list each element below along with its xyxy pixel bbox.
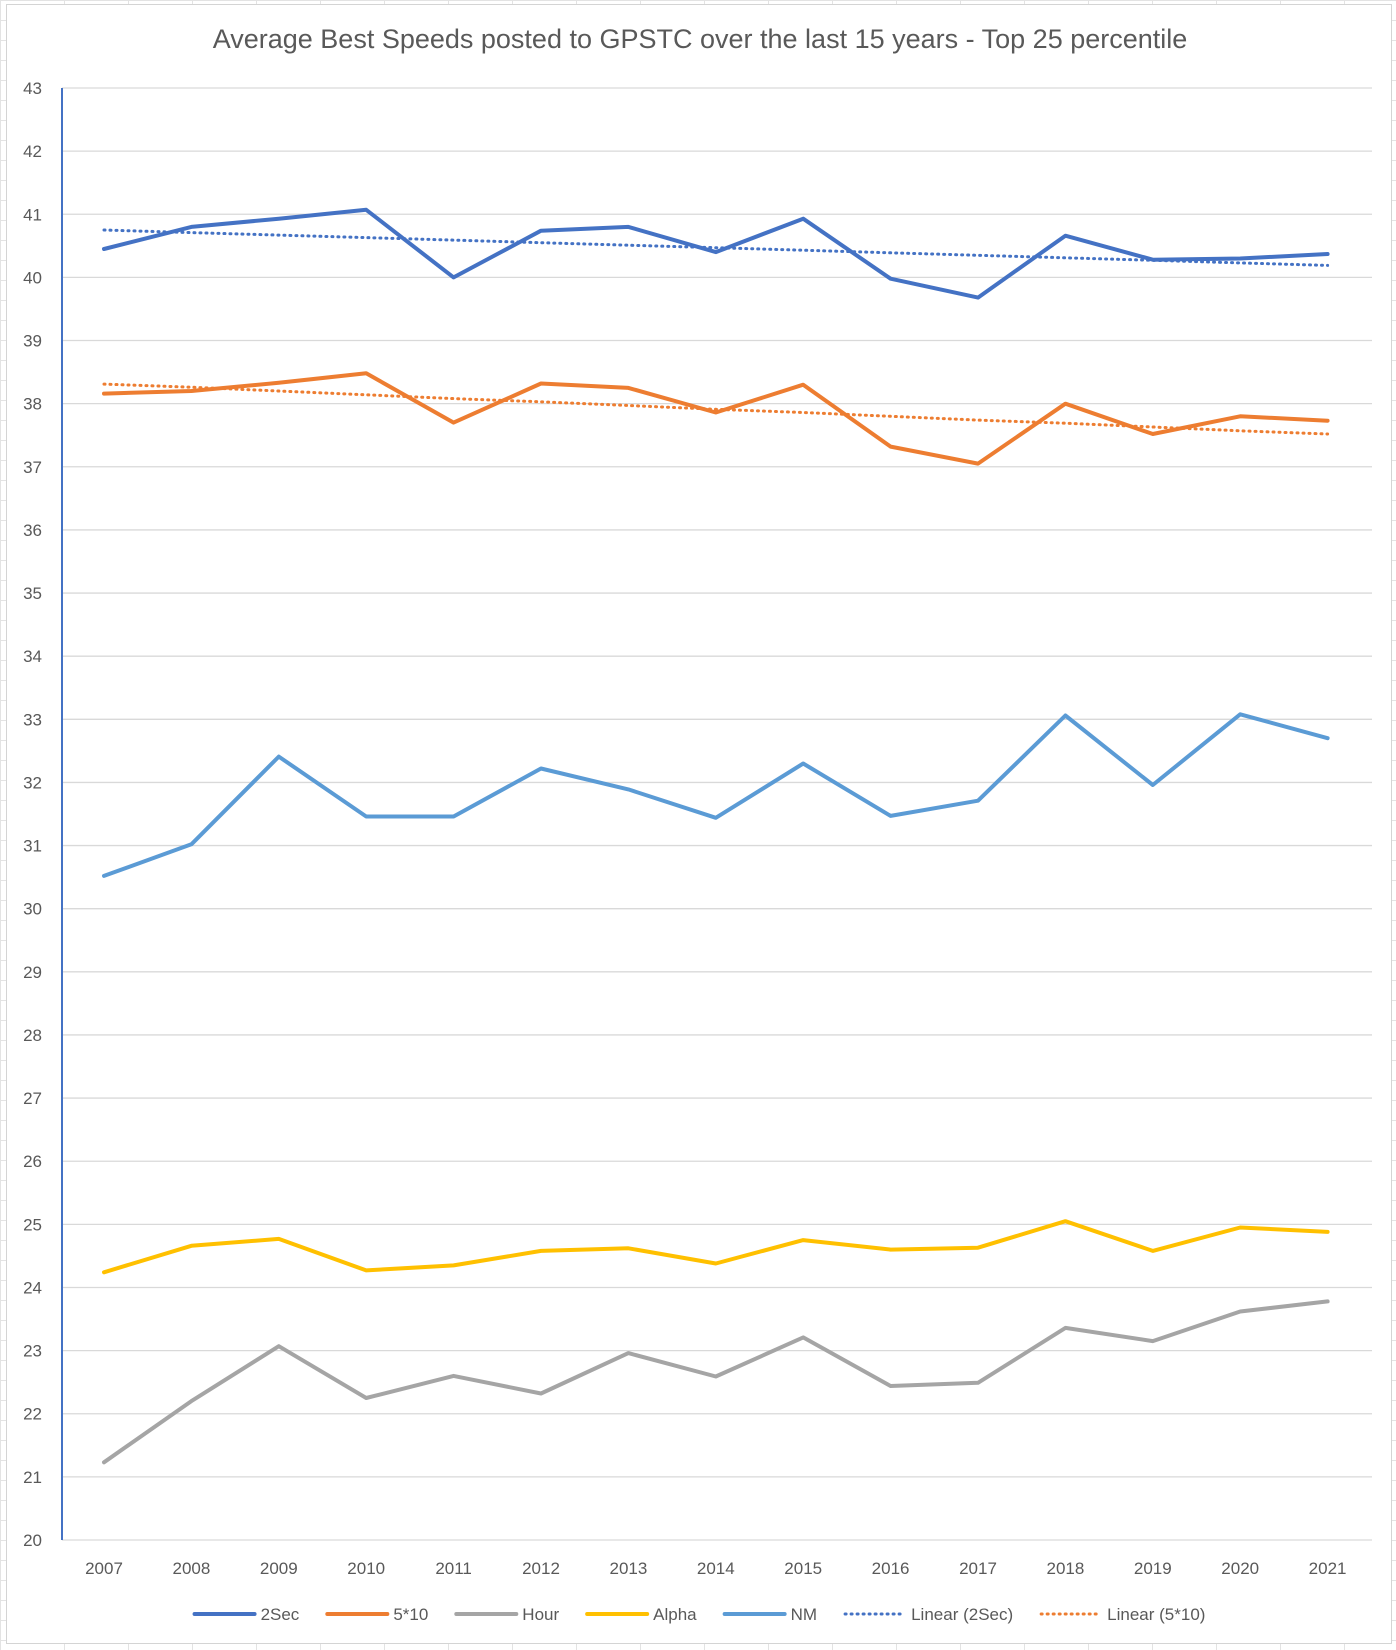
y-tick-label: 40	[23, 268, 42, 287]
y-tick-label: 32	[23, 773, 42, 792]
legend-label: 5*10	[393, 1605, 428, 1624]
legend-item-linear-2sec[interactable]: Linear (2Sec)	[843, 1605, 1013, 1624]
x-tick-label: 2014	[697, 1559, 735, 1578]
x-tick-label: 2011	[435, 1559, 472, 1578]
y-tick-label: 34	[23, 647, 42, 666]
y-tick-label: 21	[23, 1468, 42, 1487]
x-tick-label: 2019	[1134, 1559, 1172, 1578]
series-line-2sec[interactable]	[102, 207, 1330, 300]
y-tick-label: 38	[23, 395, 42, 414]
y-tick-label: 28	[23, 1026, 42, 1045]
series-line-alpha[interactable]	[102, 1219, 1330, 1275]
y-tick-label: 36	[23, 521, 42, 540]
legend-label: Alpha	[653, 1605, 697, 1624]
x-axis: 2007 2008 2009 2010 2011 2012 2013 2014 2015 2016…	[85, 1559, 1346, 1578]
y-tick-label: 27	[23, 1089, 42, 1108]
x-tick-label: 2015	[784, 1559, 822, 1578]
y-tick-label: 24	[23, 1278, 42, 1297]
y-tick-label: 41	[23, 205, 42, 224]
y-tick-label: 39	[23, 332, 42, 351]
y-tick-label: 26	[23, 1152, 42, 1171]
x-tick-label: 2016	[872, 1559, 910, 1578]
y-tick-label: 31	[23, 837, 42, 856]
legend[interactable]: 2Sec 5*10 Hour Alpha NM Linear (2Sec) Linear (…	[192, 1605, 1206, 1624]
legend-item-hour[interactable]: Hour	[454, 1605, 559, 1624]
y-axis: 20 21 22 23 24 25 26 27 28 29 30 31 32 33 34 35 36 37 38 39…	[23, 79, 63, 1550]
x-tick-label: 2010	[347, 1559, 385, 1578]
x-tick-label: 2008	[172, 1559, 210, 1578]
x-tick-label: 2021	[1309, 1559, 1347, 1578]
legend-item-2sec[interactable]: 2Sec	[192, 1605, 300, 1624]
y-tick-label: 42	[23, 142, 42, 161]
series-line-linear-5-10[interactable]	[102, 382, 1330, 436]
series-line-hour[interactable]	[102, 1299, 1330, 1465]
x-tick-label: 2007	[85, 1559, 123, 1578]
y-tick-label: 30	[23, 900, 42, 919]
legend-label: Hour	[522, 1605, 559, 1624]
legend-item-nm[interactable]: NM	[722, 1605, 817, 1624]
series-line-nm[interactable]	[102, 712, 1330, 878]
legend-item-5-10[interactable]: 5*10	[325, 1605, 428, 1624]
y-tick-label: 25	[23, 1215, 42, 1234]
plot-area[interactable]	[102, 207, 1330, 1465]
gridlines	[62, 87, 1372, 1541]
legend-label: 2Sec	[261, 1605, 300, 1624]
y-tick-label: 23	[23, 1342, 42, 1361]
series-line-5-10[interactable]	[102, 371, 1330, 466]
legend-label: Linear (5*10)	[1107, 1605, 1205, 1624]
legend-item-alpha[interactable]: Alpha	[585, 1605, 697, 1624]
y-tick-label: 35	[23, 584, 42, 603]
y-tick-label: 33	[23, 710, 42, 729]
x-tick-label: 2020	[1221, 1559, 1259, 1578]
x-tick-label: 2018	[1046, 1559, 1084, 1578]
x-tick-label: 2013	[609, 1559, 647, 1578]
y-tick-label: 43	[23, 79, 42, 98]
x-tick-label: 2009	[260, 1559, 298, 1578]
x-tick-label: 2012	[522, 1559, 560, 1578]
y-tick-label: 22	[23, 1405, 42, 1424]
legend-label: NM	[791, 1605, 817, 1624]
legend-label: Linear (2Sec)	[911, 1605, 1013, 1624]
legend-item-linear-5-10[interactable]: Linear (5*10)	[1039, 1605, 1205, 1624]
y-tick-label: 20	[23, 1531, 42, 1550]
y-tick-label: 29	[23, 963, 42, 982]
x-tick-label: 2017	[959, 1559, 997, 1578]
chart-title: Average Best Speeds posted to GPSTC over…	[213, 24, 1188, 54]
series-line-linear-2sec[interactable]	[102, 228, 1330, 267]
y-tick-label: 37	[23, 458, 42, 477]
